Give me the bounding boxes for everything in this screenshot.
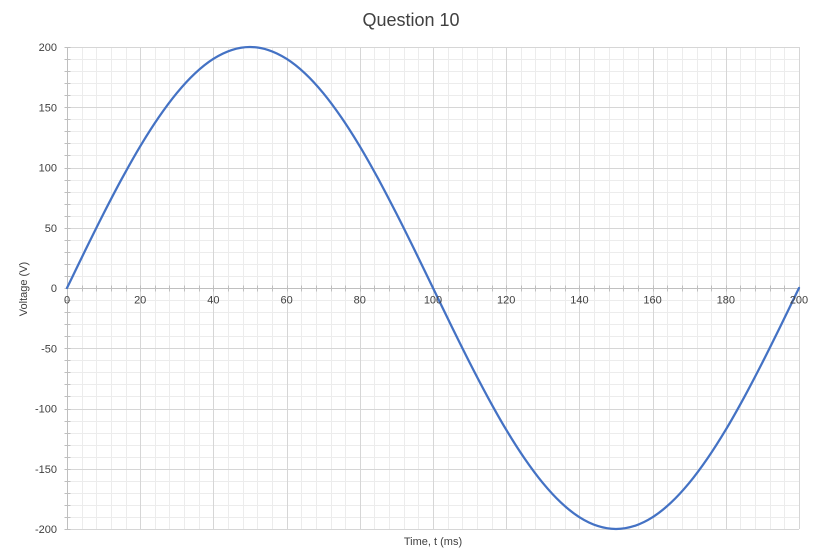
y-tick-label: 50 (45, 223, 57, 235)
series-line-0 (65, 45, 801, 531)
y-tick-label: 150 (39, 102, 57, 114)
y-axis-title: Voltage (V) (18, 262, 30, 316)
x-tick-label: 40 (207, 295, 219, 307)
y-tick-label: -150 (35, 464, 57, 476)
x-tick-label: 0 (64, 295, 70, 307)
y-tick-label: 100 (39, 163, 57, 175)
x-tick-label: 180 (717, 295, 735, 307)
x-tick-label: 20 (134, 295, 146, 307)
x-tick-label: 100 (424, 295, 442, 307)
series-layer (65, 45, 801, 531)
x-tick-label: 140 (570, 295, 588, 307)
x-tick-label: 160 (643, 295, 661, 307)
major-gridlines (67, 47, 800, 530)
x-tick-label: 120 (497, 295, 515, 307)
y-tick-label: -50 (41, 343, 57, 355)
x-axis-title: Time, t (ms) (404, 536, 462, 548)
x-tick-label: 200 (790, 295, 808, 307)
y-tick-label: 0 (51, 283, 57, 295)
y-tick-label: 200 (39, 42, 57, 54)
tick-labels: 0 20 40 60 80 100 120 140 160 180 200 -200 -150 -100 -… (35, 42, 808, 536)
chart-title: Question 10 (362, 10, 459, 30)
y-tick-label: -200 (35, 524, 57, 536)
x-tick-label: 80 (354, 295, 366, 307)
x-tick-label: 60 (280, 295, 292, 307)
y-tick-label: -100 (35, 404, 57, 416)
